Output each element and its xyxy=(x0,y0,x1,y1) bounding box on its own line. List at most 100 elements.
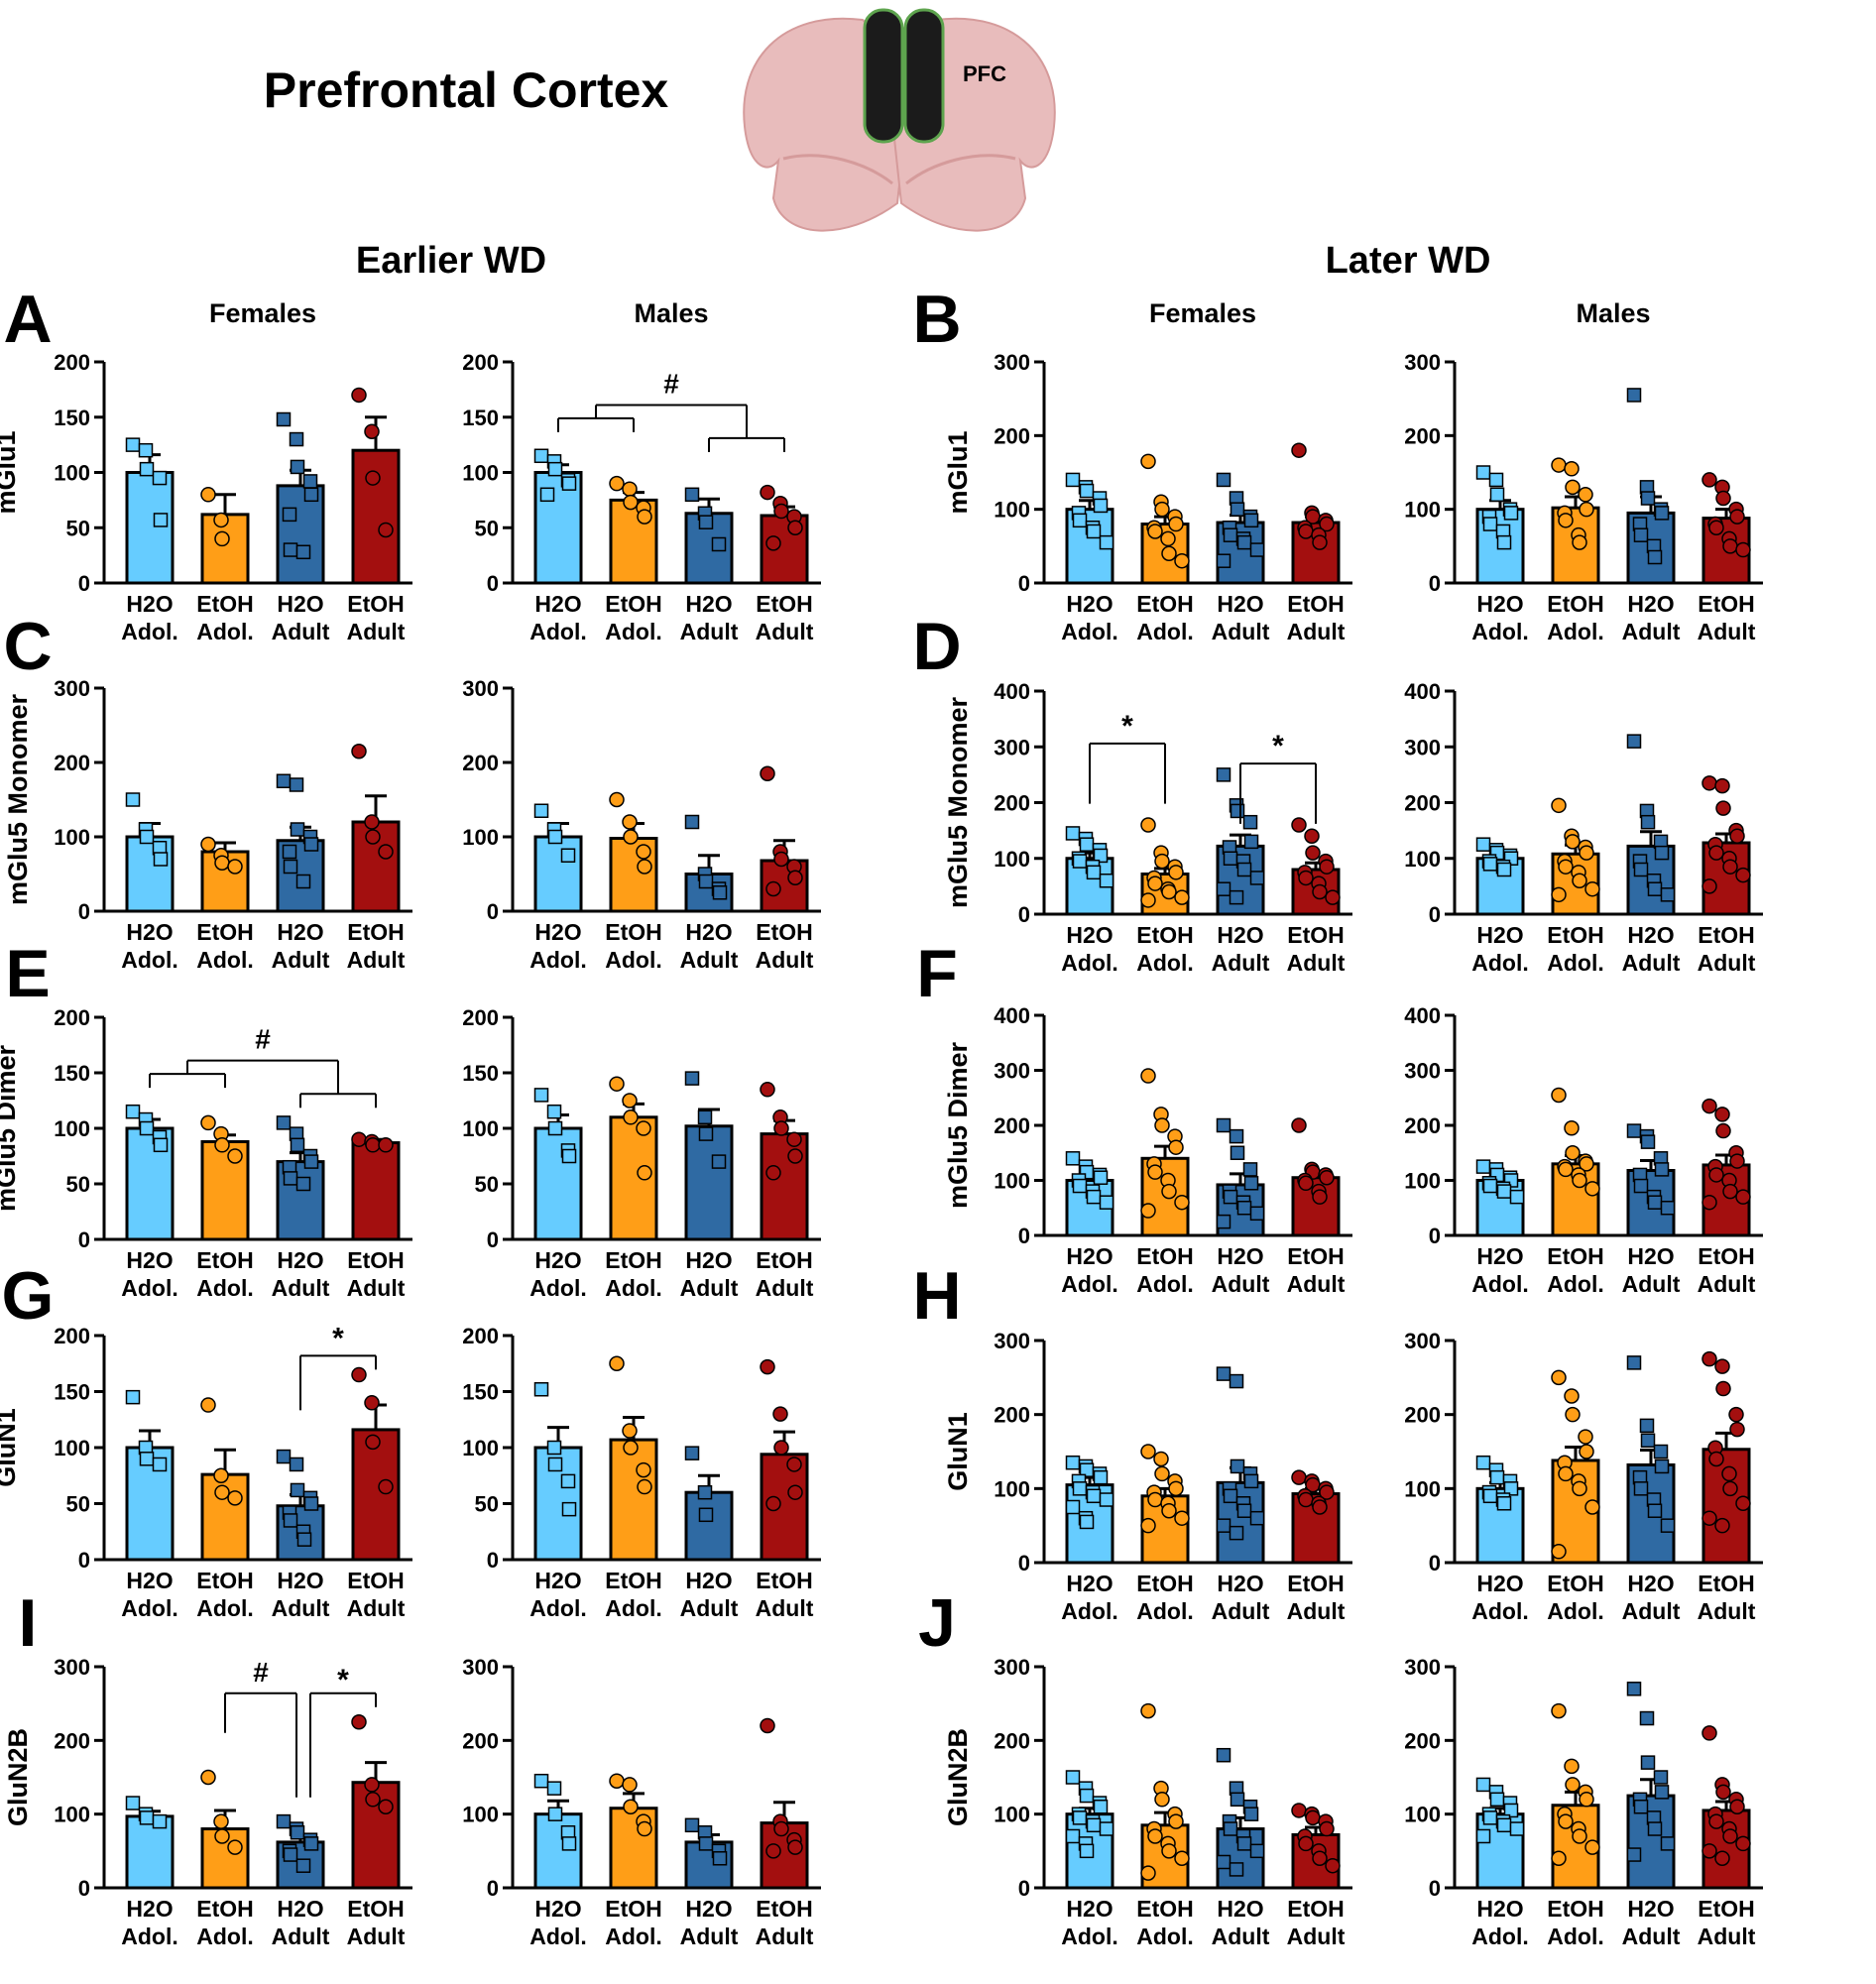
data-point-h2o-adult xyxy=(295,544,311,560)
data-point-h2o-adult xyxy=(290,1825,305,1840)
chart-G-males: 050100150200H2OAdol.EtOHAdol.H2OAdultEtO… xyxy=(462,1324,821,1621)
significance-marker: * xyxy=(332,1322,344,1354)
brain-illustration: PFC xyxy=(743,8,1056,232)
data-point-h2o-adult xyxy=(711,536,727,552)
data-point-etoh-adol xyxy=(1168,1813,1184,1829)
data-point-etoh-adult xyxy=(1722,859,1738,875)
data-point-h2o-adol xyxy=(1079,1843,1095,1859)
y-tick-label: 0 xyxy=(78,899,90,924)
data-point-h2o-adult xyxy=(289,777,304,792)
data-point-etoh-adol xyxy=(609,791,625,808)
data-point-etoh-adult xyxy=(1714,777,1730,794)
brain-fold-left xyxy=(782,154,893,185)
data-point-h2o-adol xyxy=(1099,1195,1114,1210)
x-tick-label-bottom: Adol. xyxy=(1547,1598,1604,1624)
data-point-etoh-adol xyxy=(636,1120,651,1136)
data-point-h2o-adol xyxy=(561,476,577,491)
x-tick-label-bottom: Adult xyxy=(1212,950,1270,976)
y-tick-label: 300 xyxy=(1404,350,1441,375)
y-tick-label: 50 xyxy=(475,516,499,540)
x-tick-label-top: EtOH xyxy=(605,1896,662,1922)
x-tick-label-bottom: Adult xyxy=(347,947,406,973)
data-point-h2o-adol xyxy=(1072,1178,1088,1194)
y-axis-label: GluN2B xyxy=(943,1728,973,1826)
data-point-h2o-adol xyxy=(560,1473,576,1489)
chart-A-females: A Females050100150200mGlu1H2OAdol.EtOHAdo… xyxy=(0,282,412,644)
x-tick-label-bottom: Adult xyxy=(272,947,330,973)
data-point-etoh-adult xyxy=(1298,1835,1314,1852)
data-point-h2o-adult xyxy=(276,1813,292,1829)
y-tick-label: 300 xyxy=(1404,1329,1441,1353)
data-point-etoh-adol xyxy=(622,1093,638,1109)
x-tick-label-top: H2O xyxy=(1476,591,1523,617)
data-point-etoh-adol xyxy=(213,512,229,528)
data-point-etoh-adol xyxy=(623,1799,639,1814)
x-tick-label-bottom: Adult xyxy=(680,947,739,973)
panel-letter-H: H xyxy=(912,1258,961,1334)
data-point-h2o-adult xyxy=(1640,1433,1656,1449)
y-tick-label: 50 xyxy=(475,1492,499,1517)
y-tick-label: 150 xyxy=(54,406,90,430)
data-point-etoh-adult xyxy=(1729,1421,1745,1438)
x-tick-label-bottom: Adol. xyxy=(1136,1924,1194,1949)
data-point-etoh-adult xyxy=(1319,1169,1335,1186)
data-point-h2o-adult xyxy=(1639,1418,1655,1434)
data-point-etoh-adult xyxy=(365,829,381,845)
y-tick-label: 200 xyxy=(1404,1403,1441,1428)
data-point-etoh-adult xyxy=(760,765,775,781)
data-point-h2o-adult xyxy=(283,1171,298,1186)
y-axis-label: GluN1 xyxy=(0,1408,21,1487)
data-point-etoh-adult xyxy=(1325,889,1341,905)
x-tick-label-top: H2O xyxy=(685,919,732,945)
y-tick-label: 0 xyxy=(487,571,499,596)
data-point-etoh-adol xyxy=(200,1397,216,1413)
x-tick-label-top: H2O xyxy=(126,1247,173,1273)
data-point-etoh-adol xyxy=(227,1148,243,1164)
data-point-h2o-adult xyxy=(1242,814,1258,830)
data-point-h2o-adult xyxy=(282,844,297,860)
x-tick-label-top: EtOH xyxy=(347,1247,405,1273)
data-point-h2o-adult xyxy=(1647,1195,1663,1210)
y-tick-label: 100 xyxy=(994,498,1030,523)
data-point-h2o-adult xyxy=(276,1115,292,1130)
chart-F-males: 0100200300400H2OAdol.EtOHAdol.H2OAdultEt… xyxy=(1404,1003,1763,1297)
data-point-etoh-adult xyxy=(1708,845,1724,861)
data-point-h2o-adult xyxy=(303,487,319,503)
y-tick-label: 300 xyxy=(994,1655,1030,1680)
later-wd-title: Later WD xyxy=(1326,240,1491,282)
data-point-etoh-adol xyxy=(1565,1777,1581,1793)
y-tick-label: 50 xyxy=(66,1492,90,1517)
y-tick-label: 200 xyxy=(1404,791,1441,816)
y-tick-label: 150 xyxy=(54,1061,90,1086)
x-tick-label-top: EtOH xyxy=(196,591,254,617)
data-point-h2o-adult xyxy=(1626,1123,1642,1138)
y-tick-label: 200 xyxy=(1404,1113,1441,1138)
data-point-etoh-adult xyxy=(378,844,394,860)
data-point-etoh-adol xyxy=(1161,545,1177,562)
chart-D-males: 0100200300400H2OAdol.EtOHAdol.H2OAdultEt… xyxy=(1404,679,1763,976)
x-tick-label-bottom: Adult xyxy=(1212,1598,1270,1624)
data-point-etoh-adol xyxy=(1564,461,1580,477)
bar-h2o-adult xyxy=(684,1124,734,1241)
x-tick-label-top: H2O xyxy=(1627,1571,1674,1596)
data-point-h2o-adult xyxy=(684,487,700,503)
data-point-h2o-adol xyxy=(1065,1828,1081,1844)
x-tick-label-top: EtOH xyxy=(1287,1571,1345,1596)
data-point-h2o-adol xyxy=(561,1501,577,1517)
y-tick-label: 300 xyxy=(1404,1655,1441,1680)
significance-marker: # xyxy=(253,1657,269,1688)
data-point-etoh-adult xyxy=(1312,1189,1328,1205)
x-tick-label-bottom: Adol. xyxy=(1471,1924,1529,1949)
data-point-etoh-adult xyxy=(1714,1358,1730,1374)
data-point-etoh-adol xyxy=(1572,873,1587,888)
data-point-etoh-adult xyxy=(786,1457,802,1472)
x-tick-label-bottom: Adol. xyxy=(529,947,587,973)
y-tick-label: 0 xyxy=(487,1876,499,1901)
data-point-etoh-adult xyxy=(351,387,367,404)
data-point-etoh-adol xyxy=(214,1137,230,1153)
x-tick-label-top: H2O xyxy=(534,591,581,617)
data-point-h2o-adol xyxy=(139,829,155,845)
x-tick-label-top: EtOH xyxy=(347,591,405,617)
x-tick-label-top: H2O xyxy=(277,591,323,617)
x-tick-label-bottom: Adol. xyxy=(529,619,587,644)
